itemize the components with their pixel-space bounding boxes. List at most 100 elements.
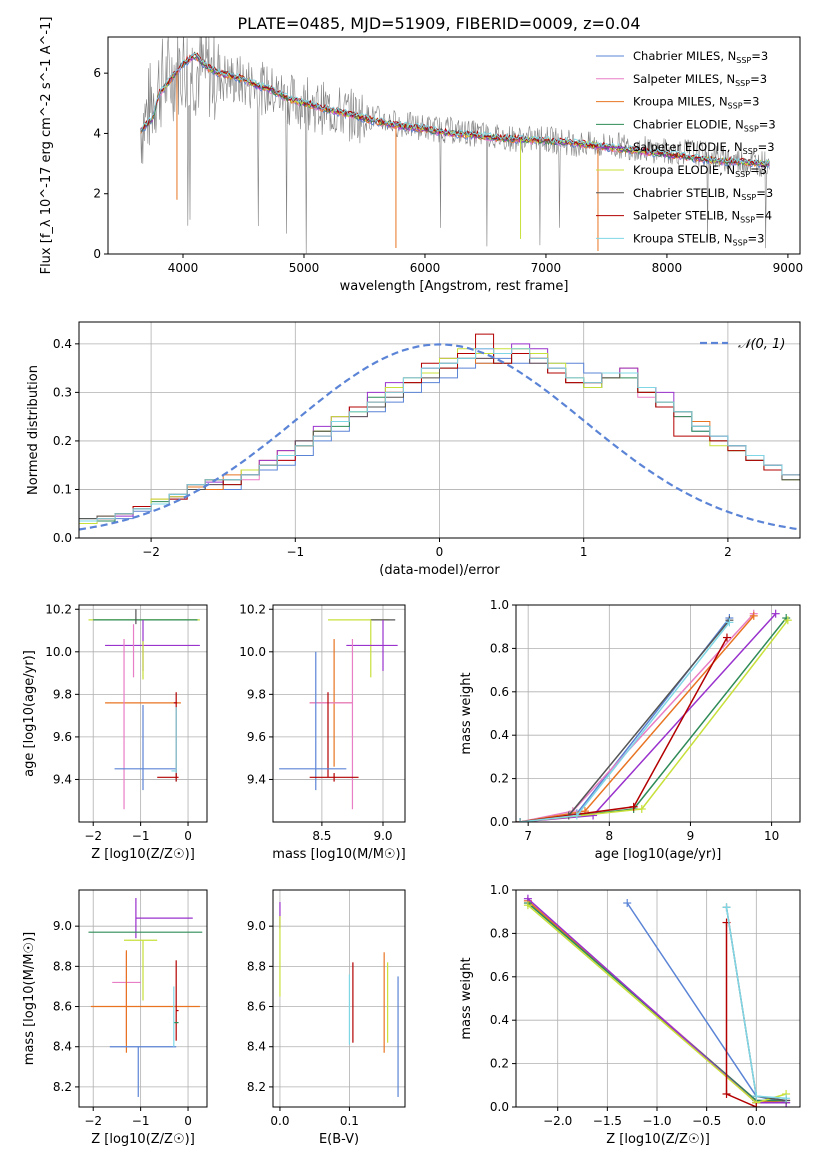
x-tick-label: −2.0 <box>543 1114 572 1128</box>
axes-frame <box>107 36 801 255</box>
x-axis-label: (data-model)/error <box>379 563 500 578</box>
legend-label-sub: SSP <box>736 56 751 65</box>
y-tick-label: 0.6 <box>490 970 509 984</box>
mass-weight-line <box>520 619 789 822</box>
y-tick-label: 0.2 <box>53 434 72 448</box>
legend-label: Salpeter ELODIE, NSSP=3 <box>633 140 775 156</box>
histogram-step-line <box>79 343 800 524</box>
y-axis-label: mass [log10(M/M☉)] <box>22 932 37 1065</box>
y-axis-label: Flux [f_λ 10^-17 erg cm^-2 s^-1 A^-1] <box>39 17 54 275</box>
y-tick-label: 0 <box>93 247 101 261</box>
x-tick-label: −2 <box>84 1114 102 1128</box>
y-tick-label: 10.2 <box>45 602 72 616</box>
legend-label-tail: =3 <box>758 140 775 154</box>
histogram-step-line <box>79 348 800 522</box>
axes-frame <box>515 889 801 1108</box>
legend-label-sub: SSP <box>741 193 756 202</box>
x-tick-label: 9 <box>687 829 695 843</box>
y-tick-label: 0.4 <box>490 1013 509 1027</box>
y-axis-label: Normed distribution <box>26 365 41 495</box>
panel-mass_vs_Z: −2 −1 0 8.2 8.4 8.6 8.8 9.0 Z [log10(Z/Z☉)] mass … <box>22 889 208 1147</box>
x-tick-label: 7 <box>524 829 532 843</box>
y-tick-label: 1.0 <box>490 883 509 897</box>
y-tick-label: 8.8 <box>53 959 72 973</box>
y-tick-label: 8.6 <box>247 1000 266 1014</box>
normal-reference-curve <box>79 343 800 531</box>
legend-label-sub: SSP <box>740 216 755 225</box>
x-axis-label: age [log10(age/yr)] <box>595 847 722 862</box>
legend-label-main: Chabrier MILES, N <box>633 49 736 63</box>
y-tick-label: 9.8 <box>53 687 72 701</box>
axes-frame <box>272 889 406 1108</box>
x-tick-label: 0 <box>184 829 192 843</box>
y-tick-label: 0.4 <box>53 337 72 351</box>
x-tick-label: −1.5 <box>593 1114 622 1128</box>
axes-frame <box>272 604 406 823</box>
x-axis-label: Z [log10(Z/Z☉)] <box>606 1132 710 1147</box>
y-tick-label: 8.4 <box>247 1040 266 1054</box>
x-axis-label: Z [log10(Z/Z☉)] <box>91 847 195 862</box>
mass-weight-line <box>519 613 755 822</box>
x-tick-label: 8 <box>605 829 613 843</box>
histogram-step-line <box>79 353 800 520</box>
legend-label-sub: SSP <box>735 170 750 179</box>
legend-label: 𝒩(0, 1) <box>738 337 785 352</box>
y-tick-label: 9.0 <box>53 919 72 933</box>
x-axis-label: mass [log10(M/M☉)] <box>272 847 405 862</box>
x-tick-label: 7000 <box>531 261 562 275</box>
y-tick-label: 9.0 <box>247 919 266 933</box>
axes-frame <box>515 604 801 823</box>
legend-label-tail: =3 <box>743 95 760 109</box>
legend-label-tail: =3 <box>756 186 773 200</box>
y-tick-label: 0.0 <box>490 1100 509 1114</box>
legend-label-tail: =3 <box>748 231 765 245</box>
legend-label-sub: SSP <box>743 147 758 156</box>
y-tick-label: 8.4 <box>53 1040 72 1054</box>
mass-weight-line <box>520 619 730 822</box>
x-tick-label: 0.1 <box>340 1114 359 1128</box>
y-tick-label: 8.2 <box>53 1080 72 1094</box>
panel-spectrum: 4000 5000 6000 7000 8000 9000 0 2 4 6 wavelength [… <box>39 17 803 294</box>
y-tick-label: 0.0 <box>53 531 72 545</box>
y-tick-label: 10.0 <box>239 645 266 659</box>
y-tick-label: 4 <box>93 126 101 140</box>
x-axis-label: Z [log10(Z/Z☉)] <box>91 1132 195 1147</box>
legend-label-main: Salpeter MILES, N <box>633 72 735 86</box>
legend-label-tail: =3 <box>751 49 768 63</box>
x-tick-label: 0 <box>184 1114 192 1128</box>
x-tick-label: 8000 <box>652 261 683 275</box>
x-tick-label: 5000 <box>289 261 320 275</box>
model-spectrum-line <box>140 52 770 166</box>
x-tick-label: −1.0 <box>642 1114 671 1128</box>
y-tick-label: 6 <box>93 66 101 80</box>
x-tick-label: 9000 <box>773 261 804 275</box>
mass-weight-line <box>520 621 730 822</box>
x-tick-label: 1 <box>580 545 588 559</box>
y-tick-label: 0.2 <box>490 1057 509 1071</box>
x-tick-label: −1 <box>286 545 304 559</box>
panel-mass_vs_EBV: 0.0 0.1 8.2 8.4 8.6 8.8 9.0 E(B-V) <box>247 889 406 1147</box>
x-tick-label: 4000 <box>168 261 199 275</box>
legend-label-main: Kroupa MILES, N <box>633 95 728 109</box>
y-tick-label: 10.2 <box>239 602 266 616</box>
plot-area <box>516 609 792 822</box>
legend-label-main: Chabrier ELODIE, N <box>633 117 744 131</box>
legend-label: Kroupa STELIB, NSSP=3 <box>633 231 764 247</box>
legend-label-sub: SSP <box>735 79 750 88</box>
plot-area <box>279 902 399 1097</box>
panel-massweight_vs_age: 7 8 9 10 0.0 0.2 0.4 0.6 0.8 1.0 age [log10(age/yr… <box>459 598 801 862</box>
legend-label: Salpeter MILES, NSSP=3 <box>633 72 767 88</box>
mass-weight-line <box>519 615 755 822</box>
x-tick-label: −0.5 <box>692 1114 721 1128</box>
x-tick-label: 0.0 <box>270 1114 289 1128</box>
y-tick-label: 0.3 <box>53 385 72 399</box>
histogram-step-line <box>79 353 800 522</box>
y-tick-label: 8.6 <box>53 1000 72 1014</box>
legend-label-sub: SSP <box>728 102 743 111</box>
x-tick-label: −1 <box>132 1114 150 1128</box>
legend-label-tail: =3 <box>759 117 776 131</box>
legend-label-main: Salpeter STELIB, N <box>633 209 740 223</box>
